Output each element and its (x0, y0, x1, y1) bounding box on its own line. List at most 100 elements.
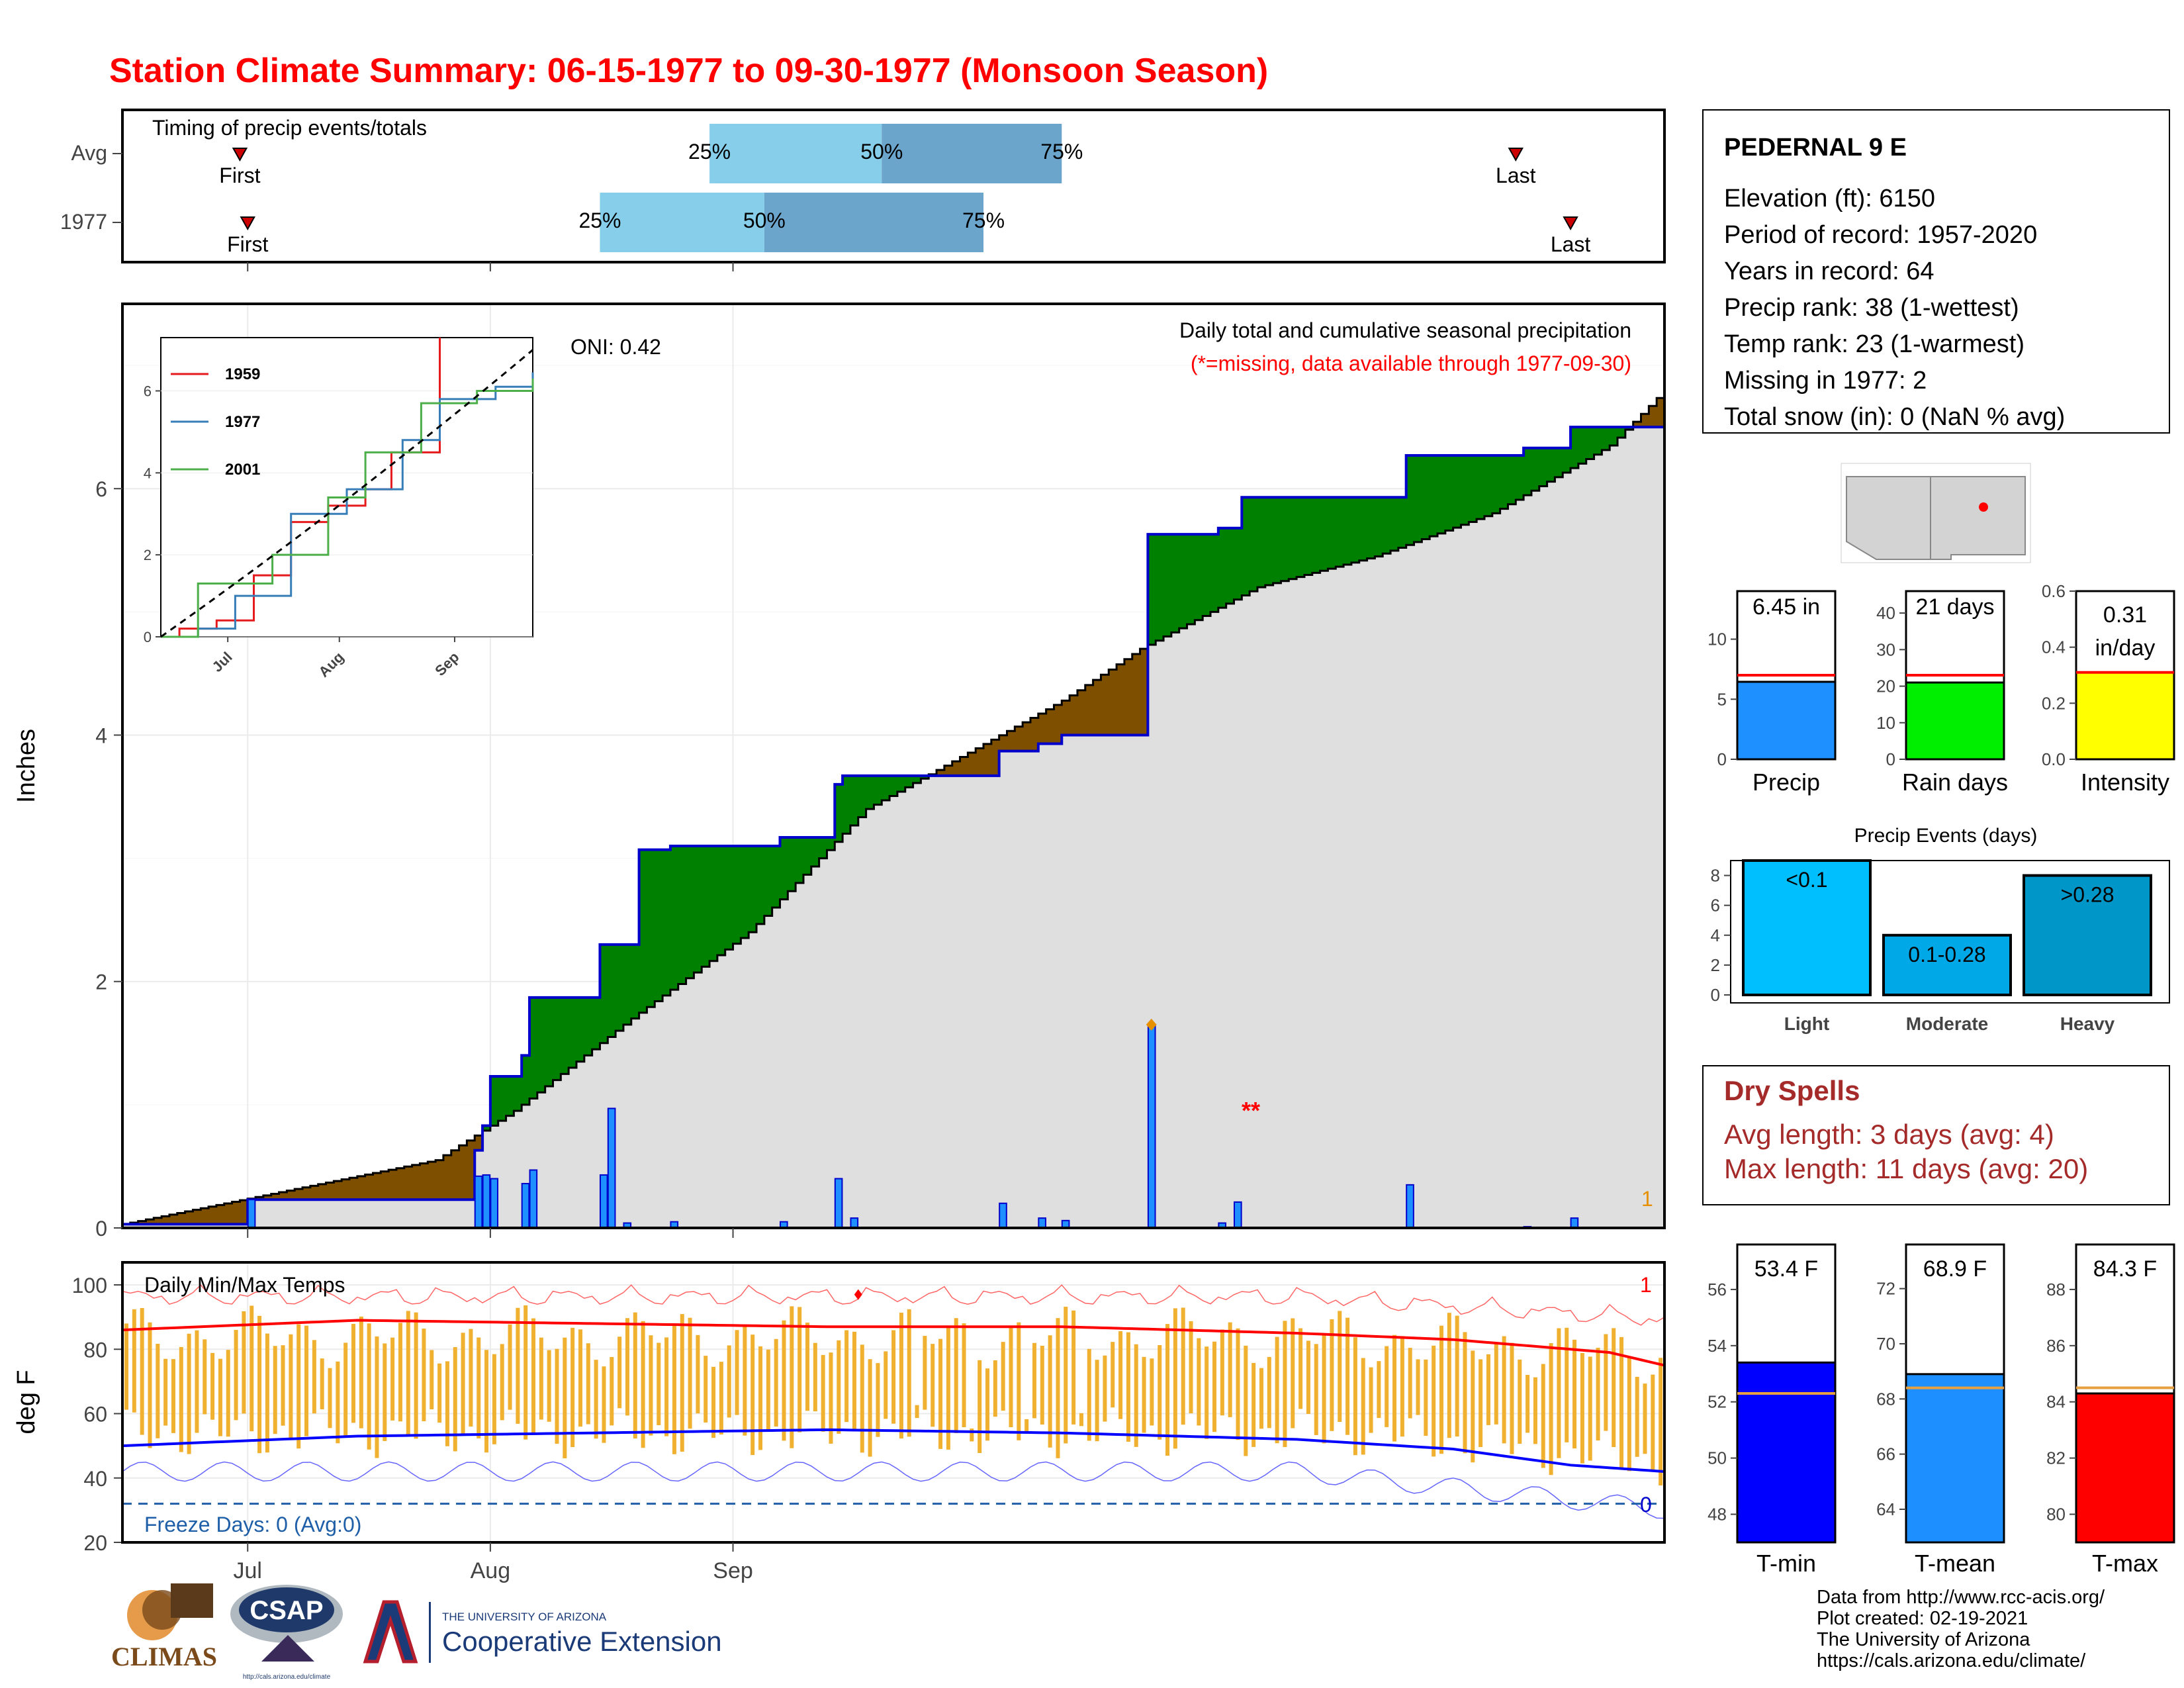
daily-temp-bar (1361, 1358, 1365, 1455)
surplus-area (709, 845, 718, 961)
temp-summary-y-tick-label: 66 (1876, 1444, 1895, 1464)
surplus-area (686, 845, 695, 978)
main-y-tick-label: 2 (95, 970, 107, 994)
surplus-area (584, 997, 593, 1056)
surplus-area (1477, 455, 1485, 520)
freeze-days-count: 0 (1640, 1493, 1652, 1517)
daily-temp-bar (242, 1311, 246, 1414)
deficit-area (1085, 684, 1094, 735)
daily-temp-bar (1212, 1341, 1217, 1432)
daily-temp-bar (516, 1307, 520, 1424)
surplus-area (1312, 497, 1321, 573)
station-location-dot (1979, 502, 1988, 512)
daily-temp-bar (508, 1324, 512, 1410)
surplus-area (811, 837, 820, 867)
daily-temp-bar (430, 1350, 434, 1409)
deficit-area (944, 765, 953, 776)
page-title: Station Climate Summary: 06-15-1977 to 0… (109, 52, 1268, 90)
temp-bar-value-label: 68.9 F (1923, 1256, 1987, 1282)
daily-temp-bar (1040, 1345, 1044, 1425)
csap-logo-url: http://cals.arizona.edu/climate (243, 1673, 331, 1681)
deficit-area (420, 1163, 428, 1200)
daily-temp-bar (312, 1340, 316, 1414)
surplus-area (796, 837, 804, 883)
inset-y-tick-label: 2 (144, 547, 152, 563)
surplus-area (866, 775, 875, 810)
surplus-area (1210, 534, 1219, 612)
daily-temp-bar (1557, 1328, 1561, 1458)
deficit-area (459, 1145, 468, 1200)
deficit-area (1140, 649, 1148, 735)
daily-temp-bar (1486, 1354, 1490, 1425)
daily-temp-bar (1338, 1311, 1342, 1422)
deficit-area (1633, 422, 1642, 428)
daily-temp-bar (1181, 1307, 1185, 1425)
daily-temp-bar (289, 1334, 293, 1438)
surplus-area (1297, 497, 1305, 577)
daily-temp-bar (1259, 1368, 1263, 1429)
daily-temp-bar (343, 1342, 348, 1436)
temps-panel: 20 40 60 80 100 Daily Min/Max Temps Freeze D… (13, 1261, 1666, 1555)
daily-temp-bar (1251, 1362, 1256, 1447)
surplus-area (537, 997, 546, 1093)
daily-precip-bar (1570, 1217, 1579, 1229)
surplus-area (1359, 497, 1368, 561)
surplus-area (725, 845, 734, 950)
daily-temp-bar (500, 1344, 504, 1421)
deficit-area (185, 1211, 194, 1225)
events-bar-name: Light (1784, 1013, 1829, 1034)
deficit-area (373, 1172, 381, 1200)
deficit-area (263, 1195, 272, 1200)
daily-temp-bar (375, 1336, 379, 1458)
daily-temp-bar (422, 1329, 426, 1422)
main-ylabel: Inches (13, 729, 40, 803)
surplus-area (835, 784, 843, 842)
daily-temp-bar (805, 1322, 809, 1411)
daily-temp-bar (884, 1351, 888, 1419)
daily-temp-bar (257, 1315, 262, 1454)
daily-temp-bar (218, 1358, 222, 1436)
deficit-area (396, 1168, 405, 1200)
freeze-days-label: Freeze Days: 0 (Avg:0) (144, 1513, 361, 1536)
credit-line-3: The University of Arizona (1817, 1629, 2030, 1650)
surplus-area (717, 845, 726, 956)
daily-temp-bar (156, 1343, 160, 1438)
year-cumulative-line (122, 426, 1664, 1226)
events-bar-name: Moderate (1906, 1013, 1988, 1034)
surplus-area (1563, 447, 1571, 473)
temp-summary-y-tick-label: 88 (2046, 1280, 2066, 1299)
daily-temp-bar (1345, 1317, 1350, 1435)
station-info-line: Years in record: 64 (1724, 258, 1934, 285)
first-event-marker (240, 216, 255, 231)
average-tmin-line (122, 1428, 1665, 1474)
surplus-area (506, 1076, 514, 1116)
summary-bar-name: Precip (1752, 769, 1820, 796)
surplus-area (803, 837, 812, 875)
daily-temp-bar (633, 1312, 637, 1439)
bottom-x-tick-label: Aug (471, 1558, 511, 1583)
inset-y-tick-label: 4 (144, 465, 152, 481)
dry-spells-avg: Avg length: 3 days (avg: 4) (1724, 1119, 2054, 1150)
daily-temp-bar (978, 1360, 982, 1453)
daily-temp-bar (1142, 1356, 1146, 1433)
daily-temp-bar (1267, 1356, 1271, 1429)
bottom-x-tick-label: Sep (713, 1558, 753, 1583)
daily-temp-bar (1392, 1335, 1397, 1442)
daily-temp-bar (445, 1361, 449, 1446)
daily-temp-bar (1165, 1324, 1170, 1456)
daily-temp-bar (547, 1350, 551, 1422)
main-y-tick-label: 4 (95, 724, 107, 747)
daily-temp-bar (1283, 1321, 1287, 1448)
surplus-area (1484, 455, 1493, 516)
deficit-area (310, 1186, 319, 1200)
deficit-area (475, 1135, 483, 1150)
surplus-area (874, 775, 882, 805)
daily-temp-bar (931, 1344, 935, 1427)
daily-temp-bar (1588, 1356, 1592, 1461)
surplus-area (772, 845, 781, 908)
daily-temp-bar (782, 1320, 786, 1441)
dry-spells-frame (1702, 1065, 2170, 1205)
daily-temp-bar (1447, 1313, 1451, 1438)
summary-y-tick-label: 10 (1707, 630, 1727, 649)
daily-temp-bar (844, 1330, 849, 1423)
